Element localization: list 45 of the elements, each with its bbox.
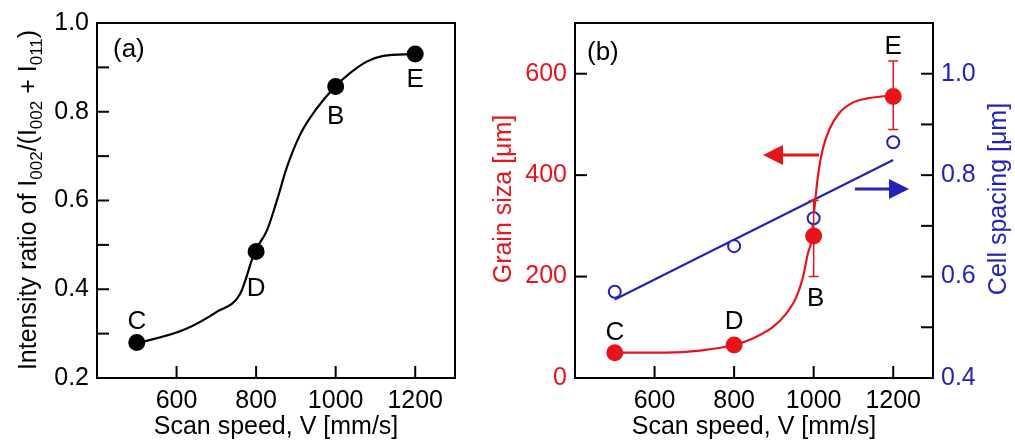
annotation: (a) [113,33,145,64]
point [886,135,901,150]
annotation: C [605,315,625,346]
point [128,334,146,351]
y-tick-label: 200 [525,260,567,289]
annotation: B [806,282,825,313]
annotation: E [406,63,424,94]
y-tick-label: 0.8 [54,95,89,124]
point [805,227,823,245]
y-tick-label: 0.2 [54,361,89,390]
y-tick-label: 0.4 [54,273,90,302]
y2-tick-label: 0.6 [941,260,976,289]
y-tick-label: 1.0 [54,6,89,35]
annotation: C [127,304,147,335]
x-tick-label: 600 [633,384,676,413]
y-tick-label: 400 [525,159,567,188]
y2-tick-label: 0.4 [941,361,976,390]
x-axis-title: Scan speed, V [mm/s] [631,410,877,439]
y2-tick-label: 0.8 [941,159,976,188]
x-tick-label: 1200 [865,384,922,413]
point [606,344,624,362]
x-tick-label: 1000 [785,384,842,413]
annotation: D [246,271,266,302]
point [725,336,743,354]
x-tick-label: 1200 [387,384,444,413]
point [247,243,265,261]
annotation: B [326,99,345,130]
point [327,77,345,95]
x-tick-label: 600 [155,384,198,413]
y-tick-label: 600 [525,57,567,86]
y-tick-label: 0 [553,361,567,390]
point [406,45,424,63]
annotation: D [724,305,744,336]
y-tick-label: 0.6 [54,184,89,213]
x-axis-title: Scan speed, V [mm/s] [153,410,399,439]
x-tick-label: 800 [235,384,277,413]
x-tick-label: 800 [713,384,755,413]
point [607,284,622,299]
y2-tick-label: 1.0 [941,57,976,86]
x-tick-label: 1000 [307,384,364,413]
annotation: (b) [587,36,619,67]
y2-axis-title: Cell spacing [μm] [982,102,1012,296]
annotation: E [884,29,902,60]
point [727,239,742,254]
y-axis-title: Grain siza [μm] [487,114,517,284]
